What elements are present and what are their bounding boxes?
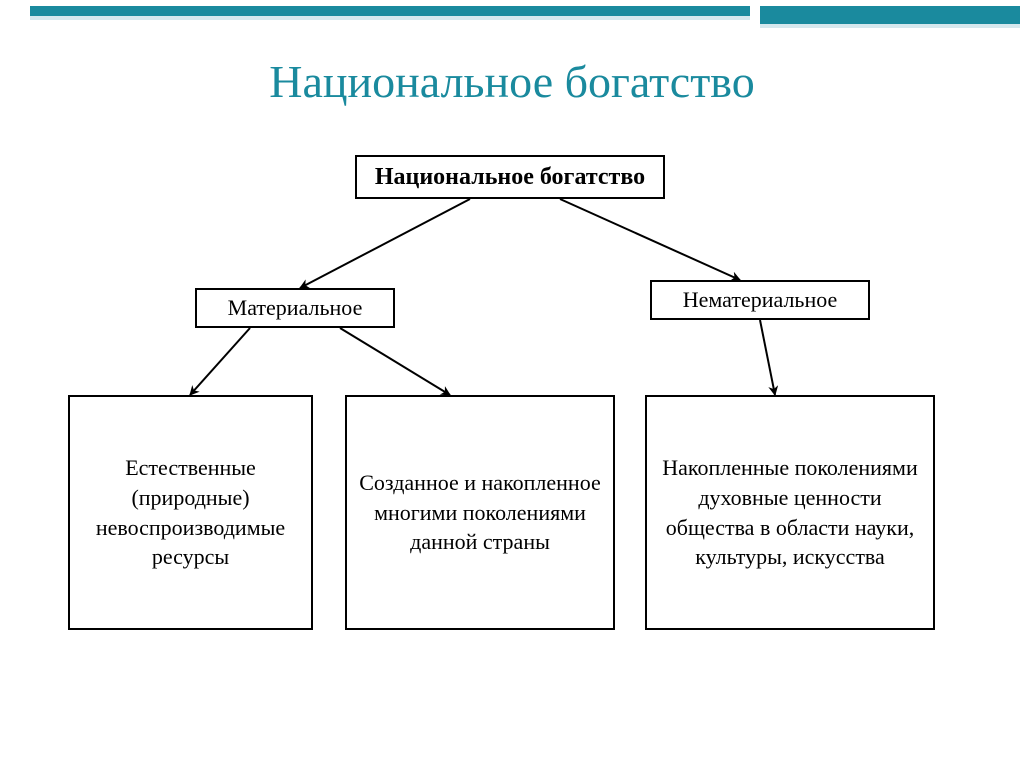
node-material-label: Материальное — [228, 293, 363, 323]
decorative-bar-under — [30, 16, 750, 20]
decorative-bar-right-under — [760, 24, 1020, 28]
node-root-label: Национальное богатство — [375, 161, 645, 193]
page-title: Национальное богатство — [0, 55, 1024, 108]
node-leaf-created-label: Созданное и накопленное многими поколени… — [357, 468, 603, 557]
node-leaf-spiritual-label: Накопленные поколениями духовные ценност… — [657, 453, 923, 572]
node-leaf-created: Созданное и накопленное многими поколени… — [345, 395, 615, 630]
node-leaf-spiritual: Накопленные поколениями духовные ценност… — [645, 395, 935, 630]
slide: Национальное богатство Национальное бога… — [0, 0, 1024, 768]
node-leaf-natural-label: Естественные (природные) невоспроизводим… — [80, 453, 301, 572]
node-root: Национальное богатство — [355, 155, 665, 199]
decorative-bar-top — [30, 6, 750, 16]
node-immaterial-label: Нематериальное — [683, 285, 838, 315]
node-immaterial: Нематериальное — [650, 280, 870, 320]
node-leaf-natural: Естественные (природные) невоспроизводим… — [68, 395, 313, 630]
node-material: Материальное — [195, 288, 395, 328]
decorative-bar-right — [760, 6, 1020, 24]
diagram-arrows — [0, 0, 1024, 768]
